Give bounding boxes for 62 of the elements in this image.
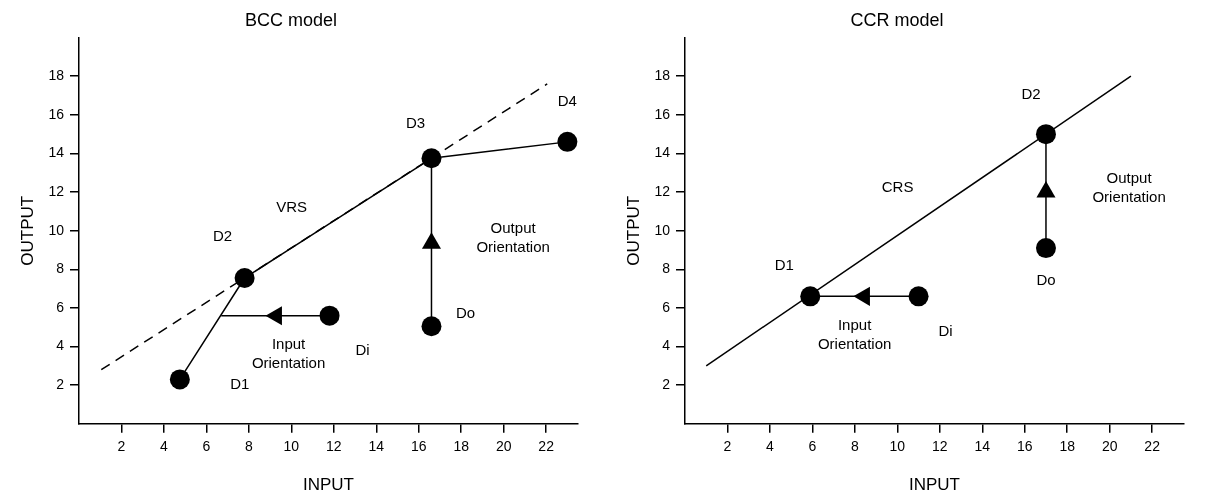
y-tick-label: 6 [662, 298, 671, 315]
series-label: D4 [557, 92, 577, 110]
annotation: CRS [881, 178, 914, 196]
series-label: Di [938, 322, 953, 340]
x-tick-label: 14 [368, 438, 385, 455]
y-tick-label: 2 [662, 376, 671, 393]
series-label: Di [355, 340, 370, 358]
y-tick-label: 10 [48, 221, 65, 238]
x-tick-label: 4 [766, 438, 775, 455]
y-axis-title: OUTPUT [623, 195, 643, 266]
annotation: Input Orientation [817, 315, 892, 352]
y-axis-title: OUTPUT [17, 195, 37, 266]
annotation: Output Orientation [1092, 168, 1166, 205]
y-tick-label: 4 [662, 337, 671, 354]
x-tick-label: 16 [1016, 438, 1033, 455]
x-axis-title: INPUT [908, 475, 960, 495]
y-tick-label: 12 [48, 182, 65, 199]
x-tick-label: 20 [1101, 438, 1118, 455]
x-tick-label: 8 [850, 438, 859, 455]
x-tick-label: 22 [538, 438, 555, 455]
x-tick-label: 2 [117, 438, 126, 455]
y-tick-label: 16 [654, 105, 671, 122]
x-axis-title: INPUT [302, 475, 354, 495]
x-tick-label: 18 [1059, 438, 1076, 455]
y-tick-label: 6 [56, 298, 65, 315]
x-tick-label: 16 [410, 438, 427, 455]
annotation: VRS [276, 197, 307, 215]
x-tick-label: 12 [326, 438, 342, 455]
y-tick-label: 14 [48, 144, 65, 161]
y-tick-label: 18 [48, 67, 65, 84]
annotation: Input Orientation [251, 334, 326, 371]
x-tick-label: 22 [1144, 438, 1161, 455]
x-tick-label: 6 [808, 438, 817, 455]
series-label: Do [1036, 271, 1056, 289]
annotation: Output Orientation [476, 219, 550, 256]
series-label: Do [455, 304, 476, 322]
x-tick-label: 14 [974, 438, 991, 455]
x-tick-label: 20 [495, 438, 512, 455]
y-tick-label: 2 [56, 376, 65, 393]
series-label: D2 [1021, 85, 1041, 103]
text: D1 [230, 374, 250, 392]
y-tick-label: 10 [654, 221, 671, 238]
y-tick-label: 8 [662, 260, 671, 277]
series-label: D3 [405, 114, 426, 132]
x-tick-label: 18 [453, 438, 470, 455]
series-label: D2 [213, 227, 233, 245]
chart-title: BCC model [244, 9, 338, 30]
x-tick-label: 10 [283, 438, 300, 455]
chart-title: CCR model [850, 9, 944, 30]
x-tick-label: 10 [889, 438, 906, 455]
x-tick-label: 8 [244, 438, 253, 455]
y-tick-label: 4 [56, 337, 65, 354]
y-tick-label: 12 [654, 182, 671, 199]
x-tick-label: 2 [723, 438, 732, 455]
x-tick-label: 12 [932, 438, 948, 455]
y-tick-label: 14 [654, 144, 671, 161]
x-tick-label: 4 [160, 438, 169, 455]
series-label: D1 [774, 256, 794, 274]
x-tick-label: 6 [202, 438, 211, 455]
y-tick-label: 16 [48, 105, 65, 122]
y-tick-label: 18 [654, 67, 671, 84]
y-tick-label: 8 [56, 260, 65, 277]
